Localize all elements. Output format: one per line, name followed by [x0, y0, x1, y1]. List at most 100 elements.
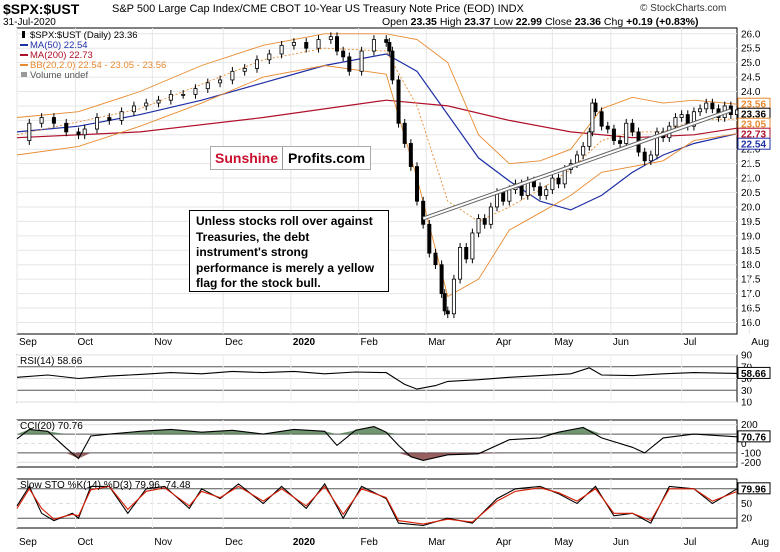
candle-body: [291, 42, 296, 46]
x-axis-label-bottom: Jul: [684, 537, 697, 548]
candle-body: [359, 50, 364, 72]
candle-body: [341, 50, 346, 58]
indicator-tick-label: 0: [741, 439, 747, 450]
candle-body: [371, 39, 376, 52]
price-tick-label: 26.0: [741, 29, 761, 40]
candle-body: [384, 39, 389, 43]
candle-body: [433, 252, 438, 266]
chart-symbol: $SPX:$UST: [3, 1, 80, 17]
candle-body: [279, 44, 284, 55]
x-axis-label-top: May: [554, 337, 573, 348]
open-value: 23.35: [410, 16, 437, 28]
overlay-bb-middle: [16, 47, 738, 222]
high-value: 23.37: [464, 16, 491, 28]
x-axis-label-bottom: Feb: [361, 537, 379, 548]
candle-body: [387, 42, 392, 52]
price-tick-label: 24.0: [741, 87, 761, 98]
candle-body: [304, 42, 309, 49]
candle-body: [611, 128, 616, 141]
trend-line-inner: [422, 109, 732, 220]
indicator-line--d: [16, 485, 738, 525]
candle-body: [107, 117, 112, 121]
candle-body: [39, 117, 44, 124]
candle-body: [316, 39, 321, 49]
candle-body: [470, 232, 475, 260]
candle-body: [605, 125, 610, 130]
indicator-last-value: 58.66: [741, 369, 766, 380]
indicator-tick-label: -100: [741, 448, 761, 459]
x-axis-label-top: Jul: [684, 337, 697, 348]
candle-body: [556, 177, 561, 185]
indicator-tick-label: 30: [741, 386, 753, 397]
overlay-ma-50-: [16, 53, 738, 211]
close-value: 23.36: [574, 16, 601, 28]
last-value-tag: 23.05: [741, 120, 766, 131]
candle-body: [254, 59, 259, 69]
price-tick-label: 20.0: [741, 202, 761, 213]
candle-body: [218, 79, 223, 84]
x-axis-label-bottom: May: [554, 537, 573, 548]
x-axis-label-top: Oct: [77, 337, 93, 348]
candle-body: [328, 36, 333, 40]
indicator-tick-label: 90: [741, 351, 753, 362]
candle-body: [442, 293, 447, 312]
price-tick-label: 16.5: [741, 304, 761, 315]
x-axis-label-bottom: Aug: [751, 537, 769, 548]
last-value-tag: 23.56: [741, 100, 766, 111]
indicator-line-line: [16, 426, 738, 461]
candle-body: [679, 114, 684, 118]
candle-body: [624, 122, 629, 144]
logo-part-2: Profits.com: [282, 147, 370, 169]
candle-body: [396, 79, 401, 124]
indicator-oversold-fill: [17, 452, 737, 461]
candle-body: [476, 218, 481, 234]
candle-body: [131, 105, 136, 113]
candle-body: [205, 82, 210, 90]
indicator-last-value: 79.96: [741, 484, 766, 495]
candle-body: [168, 93, 173, 101]
candle-body: [648, 154, 653, 162]
price-tick-label: 19.0: [741, 231, 761, 242]
candle-body: [156, 99, 161, 104]
candle-body: [267, 53, 272, 61]
price-tick-label: 19.5: [741, 217, 761, 228]
candle-body: [562, 169, 567, 185]
candle-body: [402, 122, 407, 144]
candle-body: [334, 36, 339, 52]
price-tick-label: 22.0: [741, 145, 761, 156]
price-tick-label: 25.5: [741, 44, 761, 55]
price-tick-label: 18.0: [741, 260, 761, 271]
overlay-bb-upper: [16, 33, 738, 165]
candle-body: [488, 206, 493, 225]
candle-body: [427, 223, 432, 254]
candle-body: [599, 111, 604, 127]
logo-part-1: Sunshine: [215, 150, 279, 166]
candle-body: [691, 111, 696, 127]
last-value-tag-box: [737, 137, 771, 150]
candle-body: [544, 189, 549, 196]
candle-body: [144, 102, 149, 107]
candle-body: [119, 111, 124, 121]
indicator-title: CCI(20) 70.76: [20, 421, 83, 432]
indicator-line-line: [16, 367, 738, 390]
indicator-last-tag-box: [737, 366, 771, 379]
x-axis-label-top: 2020: [293, 337, 316, 348]
x-axis-label-top: Sep: [19, 337, 37, 348]
candle-body: [76, 131, 81, 136]
legend-entry: MA(50) 22.54: [30, 40, 88, 51]
x-axis-label-top: Dec: [225, 337, 243, 348]
candle-body: [230, 70, 235, 81]
candle-body: [347, 56, 352, 72]
candle-body: [587, 131, 592, 147]
candle-body: [550, 177, 555, 191]
legend-entry: BB(20,2.0) 22.54 - 23.05 - 23.56: [30, 60, 166, 71]
candle-body: [593, 102, 598, 113]
x-axis-label-top: Nov: [154, 337, 172, 348]
candle-body: [445, 310, 450, 315]
candle-body: [414, 166, 419, 202]
candle-body: [501, 192, 506, 202]
annotation-callout: Unless stocks roll over against Treasuri…: [189, 210, 389, 292]
indicator-tick-label: 20: [741, 514, 753, 525]
legend-entry: Volume undef: [30, 70, 88, 81]
